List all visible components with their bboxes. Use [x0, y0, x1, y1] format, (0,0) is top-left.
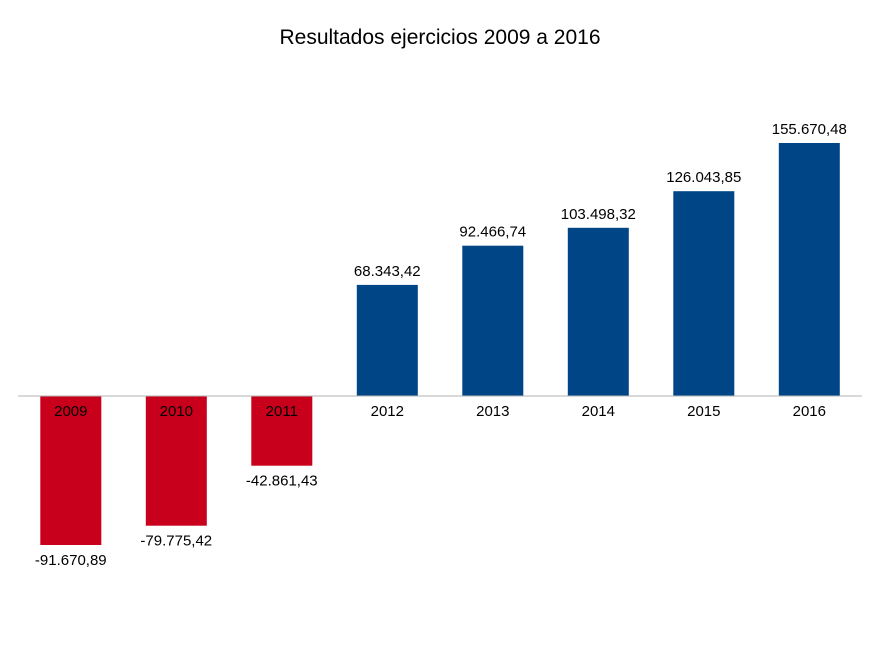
category-label-2012: 2012 — [371, 403, 404, 420]
bar-2016 — [778, 143, 840, 396]
bar-2011 — [251, 396, 313, 466]
value-label-2010: -79.775,42 — [140, 533, 212, 550]
category-label-2016: 2016 — [793, 403, 826, 420]
category-label-2011: 2011 — [266, 403, 298, 420]
value-label-2014: 103.498,32 — [561, 206, 636, 223]
bar-2015 — [673, 191, 735, 396]
bar-2013 — [462, 245, 524, 396]
category-label-2015: 2015 — [687, 403, 720, 420]
value-label-2011: -42.861,43 — [246, 473, 318, 490]
chart-title: Resultados ejercicios 2009 a 2016 — [279, 26, 601, 49]
category-label-2010: 2010 — [160, 403, 193, 420]
bar-2014 — [567, 227, 629, 396]
labels-group: 2009 -91.670,89 2010 -79.775,42 2011 -42.861,… — [35, 121, 847, 569]
value-label-2009: -91.670,89 — [35, 552, 107, 569]
bar-2010 — [145, 396, 207, 526]
bars-group — [40, 143, 840, 545]
category-label-2014: 2014 — [582, 403, 615, 420]
value-label-2016: 155.670,48 — [772, 121, 847, 138]
value-label-2013: 92.466,74 — [459, 224, 526, 241]
category-label-2009: 2009 — [54, 403, 87, 420]
value-label-2015: 126.043,85 — [666, 169, 741, 186]
category-label-2013: 2013 — [476, 403, 509, 420]
value-label-2012: 68.343,42 — [354, 263, 421, 280]
bar-2009 — [40, 396, 102, 545]
bar-2012 — [356, 284, 418, 396]
